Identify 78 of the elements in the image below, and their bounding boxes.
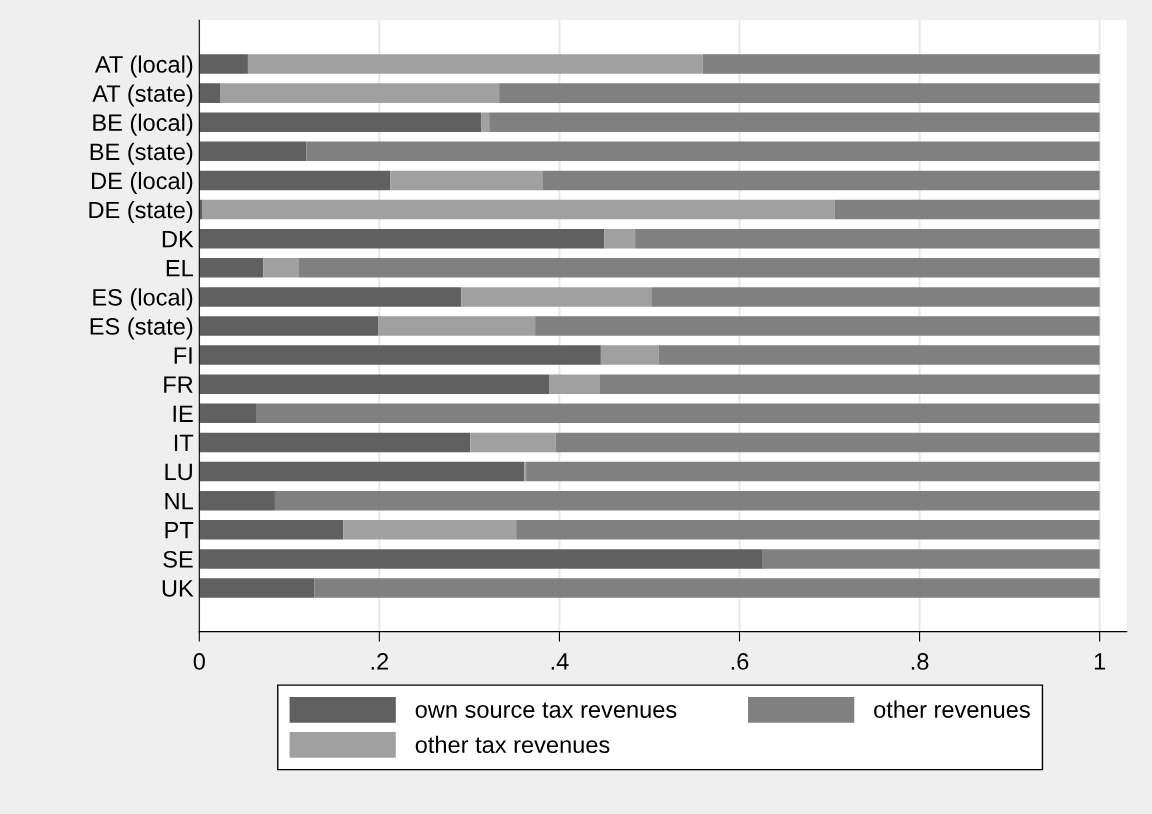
bar bbox=[199, 112, 482, 132]
bar bbox=[314, 578, 1100, 598]
y-tick-label: FI bbox=[174, 347, 192, 364]
y-tick-label: PT bbox=[165, 522, 194, 539]
y-tick-label: LU bbox=[165, 463, 192, 481]
y-tick-label: BE (local) bbox=[93, 113, 193, 136]
x-tick-label: .2 bbox=[371, 653, 389, 670]
bar bbox=[390, 170, 543, 191]
x-tick-label: .8 bbox=[911, 653, 929, 670]
bar bbox=[470, 432, 556, 453]
x-tick-label: 1 bbox=[1094, 653, 1106, 670]
bar bbox=[247, 54, 703, 74]
bar bbox=[549, 374, 600, 394]
bar bbox=[651, 287, 1100, 307]
bar bbox=[256, 403, 1100, 424]
y-tick-label: ES (local) bbox=[93, 288, 193, 311]
bar bbox=[306, 141, 1100, 162]
y-tick-label: FR bbox=[164, 376, 193, 393]
bar bbox=[274, 490, 1100, 511]
bar bbox=[599, 374, 1100, 394]
bar bbox=[220, 83, 500, 103]
bar bbox=[378, 316, 536, 336]
bar bbox=[658, 345, 1100, 365]
bar bbox=[199, 316, 379, 336]
y-tick-label: DE (state) bbox=[89, 201, 193, 224]
bar bbox=[526, 461, 1100, 482]
y-tick-label: UK bbox=[162, 580, 194, 597]
bar bbox=[202, 199, 835, 220]
bar bbox=[199, 258, 264, 278]
bar bbox=[199, 461, 525, 482]
bar bbox=[535, 316, 1100, 336]
legend-label: other tax revenues bbox=[415, 735, 610, 754]
bar bbox=[481, 112, 490, 132]
bar bbox=[199, 170, 391, 191]
bar bbox=[762, 549, 1100, 569]
bar bbox=[199, 287, 462, 307]
bar bbox=[499, 83, 1100, 103]
bar bbox=[516, 520, 1100, 540]
bar bbox=[604, 228, 636, 249]
x-tick-label: .4 bbox=[551, 653, 569, 670]
y-tick-label: EL bbox=[166, 260, 193, 277]
bar bbox=[702, 54, 1100, 74]
y-tick-label: DE (local) bbox=[92, 171, 193, 194]
bar bbox=[199, 83, 220, 103]
y-tick-label: DK bbox=[162, 230, 194, 248]
y-tick-label: NL bbox=[165, 492, 193, 510]
y-tick-label: IE bbox=[173, 405, 193, 422]
bar bbox=[199, 578, 315, 598]
bar bbox=[542, 170, 1100, 191]
bar bbox=[461, 287, 652, 307]
y-tick-label: ES (state) bbox=[90, 317, 193, 340]
bar bbox=[489, 112, 1100, 132]
bar bbox=[199, 141, 307, 162]
bar bbox=[555, 432, 1100, 453]
bar bbox=[343, 520, 517, 540]
bar bbox=[199, 432, 471, 453]
bar bbox=[199, 549, 763, 569]
y-tick-label: SE bbox=[163, 550, 193, 568]
y-tick-label: IT bbox=[174, 434, 194, 451]
y-tick-label: AT (local) bbox=[94, 55, 193, 78]
bar bbox=[199, 54, 248, 74]
bar bbox=[600, 345, 659, 365]
y-tick-label: BE (state) bbox=[90, 142, 193, 165]
bar bbox=[199, 490, 275, 511]
bar bbox=[199, 403, 257, 424]
bar bbox=[199, 520, 344, 540]
bar bbox=[199, 345, 601, 365]
bar bbox=[199, 374, 550, 394]
x-tick-label: .6 bbox=[731, 653, 749, 670]
bar bbox=[834, 199, 1100, 220]
bar bbox=[199, 228, 605, 249]
bar bbox=[263, 258, 299, 278]
legend-label: own source tax revenues bbox=[415, 702, 677, 718]
legend-label: other revenues bbox=[874, 700, 1030, 718]
bar bbox=[298, 258, 1100, 278]
y-tick-label: AT (state) bbox=[92, 84, 193, 107]
x-tick-label: 0 bbox=[193, 653, 205, 670]
bar bbox=[635, 228, 1100, 249]
